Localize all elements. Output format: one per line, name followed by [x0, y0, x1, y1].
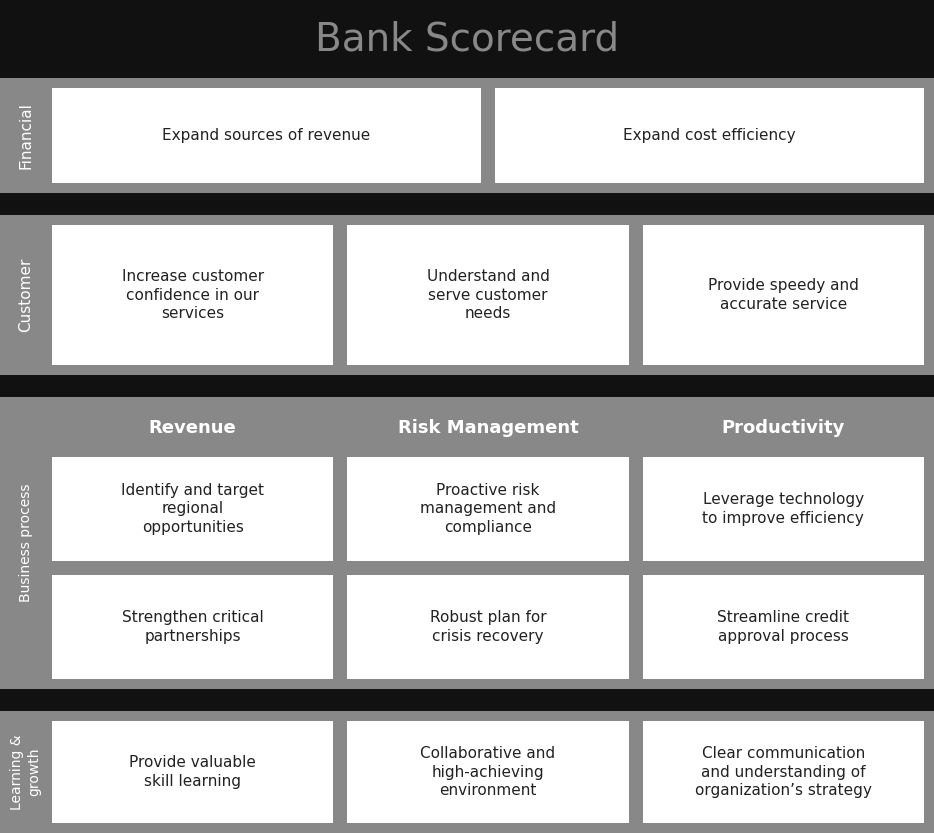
Text: Proactive risk
management and
compliance: Proactive risk management and compliance: [420, 483, 556, 535]
Text: Leverage technology
to improve efficiency: Leverage technology to improve efficienc…: [702, 492, 864, 526]
Bar: [495, 88, 924, 183]
Text: Provide speedy and
accurate service: Provide speedy and accurate service: [708, 278, 858, 312]
Bar: [643, 721, 924, 823]
Bar: [0, 215, 934, 375]
Text: Robust plan for
crisis recovery: Robust plan for crisis recovery: [430, 611, 546, 644]
Bar: [0, 689, 934, 711]
Bar: [52, 721, 333, 823]
Text: Risk Management: Risk Management: [398, 419, 578, 437]
Bar: [0, 711, 934, 833]
Text: Identify and target
regional
opportunities: Identify and target regional opportuniti…: [121, 483, 264, 535]
Text: Collaborative and
high-achieving
environment: Collaborative and high-achieving environ…: [420, 746, 556, 798]
Bar: [52, 457, 333, 561]
Text: Productivity: Productivity: [722, 419, 845, 437]
Bar: [0, 397, 934, 689]
Text: Financial: Financial: [19, 102, 34, 169]
Bar: [643, 457, 924, 561]
Bar: [0, 193, 934, 215]
Bar: [347, 457, 629, 561]
Text: Bank Scorecard: Bank Scorecard: [315, 20, 619, 58]
Text: Strengthen critical
partnerships: Strengthen critical partnerships: [121, 611, 263, 644]
Bar: [52, 575, 333, 679]
Bar: [52, 225, 333, 365]
Text: Revenue: Revenue: [149, 419, 236, 437]
Text: Provide valuable
skill learning: Provide valuable skill learning: [129, 756, 256, 789]
Text: Streamline credit
approval process: Streamline credit approval process: [717, 611, 849, 644]
Text: Understand and
serve customer
needs: Understand and serve customer needs: [427, 269, 549, 321]
Bar: [0, 375, 934, 397]
Text: Customer: Customer: [19, 257, 34, 332]
Bar: [643, 225, 924, 365]
Text: Expand cost efficiency: Expand cost efficiency: [623, 128, 796, 143]
Text: Learning &
growth: Learning & growth: [10, 734, 42, 810]
Bar: [0, 78, 934, 193]
Bar: [347, 721, 629, 823]
Text: Business process: Business process: [19, 484, 33, 602]
Bar: [643, 575, 924, 679]
Bar: [347, 225, 629, 365]
Text: Clear communication
and understanding of
organization’s strategy: Clear communication and understanding of…: [695, 746, 871, 798]
Text: Increase customer
confidence in our
services: Increase customer confidence in our serv…: [121, 269, 263, 321]
Bar: [52, 88, 481, 183]
Bar: [347, 575, 629, 679]
Text: Expand sources of revenue: Expand sources of revenue: [163, 128, 371, 143]
Bar: [0, 0, 934, 78]
